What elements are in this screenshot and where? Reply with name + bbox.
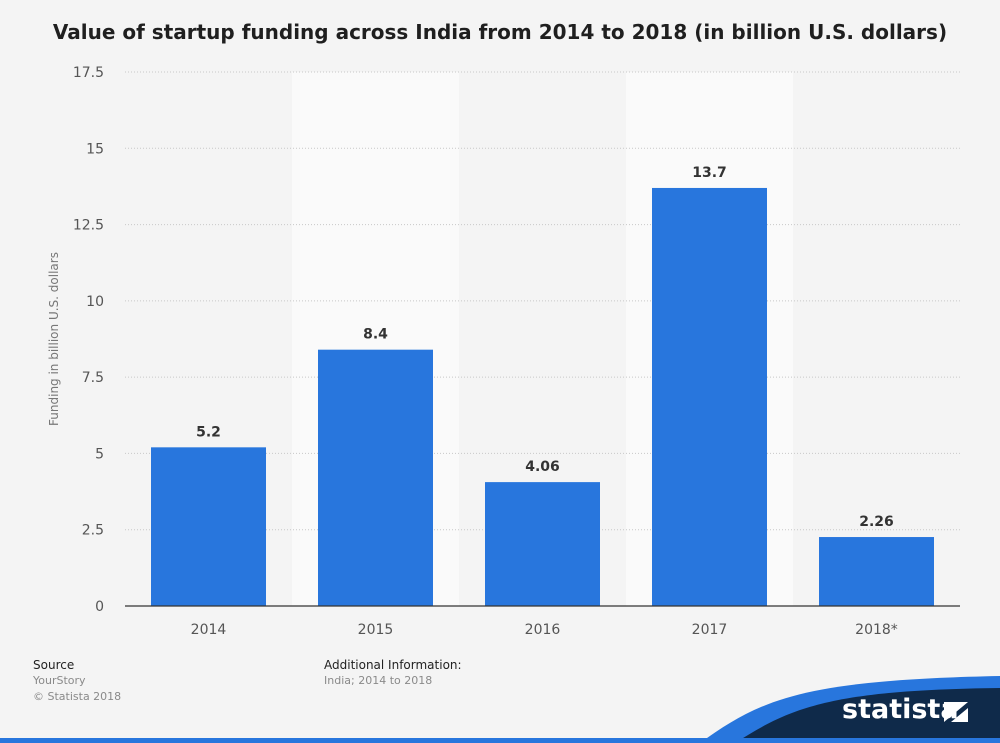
y-tick-label: 5	[95, 446, 104, 462]
copyright-line: © Statista 2018	[33, 690, 122, 703]
y-tick-labels: 0 2.5 5 7.5 10 12.5 15 17.5	[73, 65, 104, 615]
x-tick-labels: 2014 2015 2016 2017 2018*	[191, 622, 898, 638]
y-tick-label: 0	[95, 599, 104, 615]
data-label: 13.7	[692, 165, 727, 181]
brand-wave-dark	[735, 688, 1000, 743]
source-line[interactable]: YourStory	[33, 674, 86, 687]
data-label: 8.4	[363, 327, 388, 343]
data-label: 5.2	[196, 424, 221, 440]
brand-bottom-line	[0, 738, 1000, 743]
source-block: Source YourStory © Statista 2018	[33, 657, 121, 705]
y-tick-label: 17.5	[73, 65, 104, 81]
y-tick-label: 10	[86, 294, 104, 310]
y-tick-label: 12.5	[73, 218, 104, 234]
x-tick-label: 2015	[358, 622, 394, 638]
bar[interactable]	[485, 482, 600, 606]
y-tick-label: 15	[86, 141, 104, 157]
x-tick-label: 2018*	[855, 622, 898, 638]
additional-info-block: Additional Information: India; 2014 to 2…	[324, 657, 462, 689]
data-label: 4.06	[525, 459, 560, 475]
bar[interactable]	[151, 447, 266, 606]
y-tick-label: 2.5	[82, 523, 104, 539]
y-axis-title: Funding in billion U.S. dollars	[47, 252, 61, 426]
x-tick-label: 2014	[191, 622, 227, 638]
x-tick-label: 2016	[525, 622, 561, 638]
bar[interactable]	[318, 349, 433, 606]
statista-logo[interactable]: statista	[842, 694, 959, 725]
bar[interactable]	[819, 537, 934, 606]
data-labels: 5.2 8.4 4.06 13.7 2.26	[196, 165, 894, 530]
additional-info-label[interactable]: Additional Information:	[324, 658, 462, 672]
x-tick-label: 2017	[692, 622, 728, 638]
additional-info-line: India; 2014 to 2018	[324, 674, 433, 687]
y-tick-label: 7.5	[82, 370, 104, 386]
bar[interactable]	[652, 187, 767, 606]
statista-logo-icon	[944, 702, 968, 722]
bars	[151, 187, 934, 606]
data-label: 2.26	[859, 514, 894, 530]
chart-title: Value of startup funding across India fr…	[52, 20, 948, 44]
source-label: Source	[33, 658, 75, 672]
